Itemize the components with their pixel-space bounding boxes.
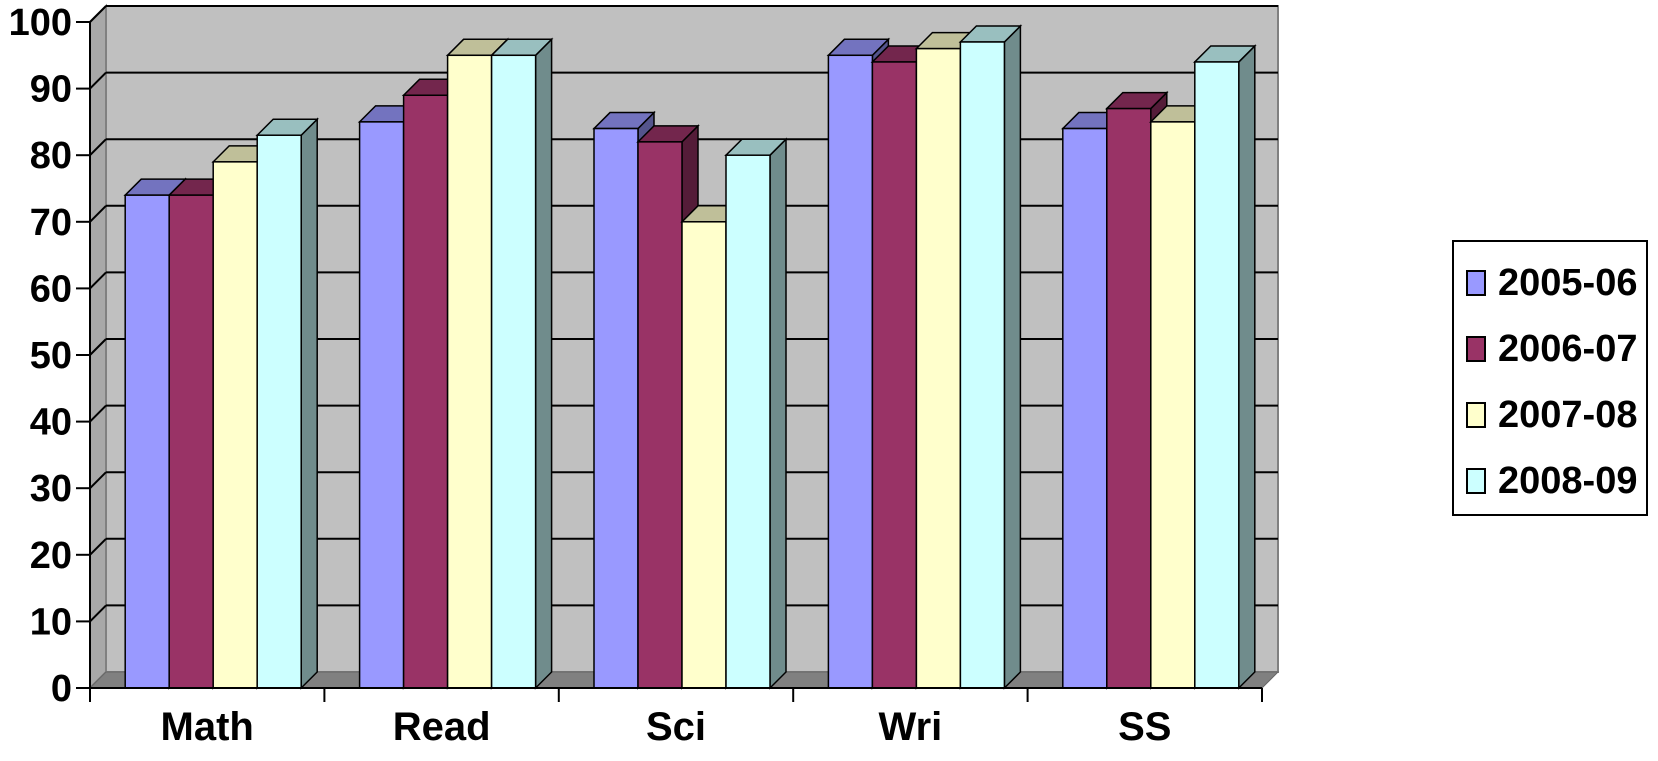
bars [123, 24, 1257, 690]
y-tick-label: 80 [30, 135, 72, 177]
gridline-diagonal [89, 5, 107, 23]
x-tick-label: Sci [646, 705, 706, 749]
bar-front [490, 54, 537, 689]
bar [958, 24, 1023, 690]
legend-label: 2008-09 [1498, 459, 1638, 502]
x-tick-label: Wri [879, 705, 943, 749]
gridline-diagonal [89, 471, 107, 489]
y-tick-label: 40 [30, 402, 72, 444]
bar-front [681, 221, 727, 689]
y-tick-label: 10 [30, 601, 72, 643]
gridline-diagonal [89, 404, 107, 423]
legend-swatch [1466, 402, 1486, 428]
bar-front [593, 127, 639, 689]
bar-front [1062, 127, 1108, 689]
y-tick-label: 20 [30, 535, 72, 577]
bar-front [915, 47, 962, 689]
y-tick-labels: 0 10 20 30 40 50 60 70 80 90 100 [9, 2, 72, 710]
bar-front [637, 141, 683, 689]
bar [1192, 44, 1257, 690]
legend-label: 2005-06 [1498, 261, 1638, 304]
bar-side [300, 117, 318, 690]
bar-front [256, 134, 302, 689]
bar [255, 117, 320, 690]
bar-front [871, 61, 918, 689]
y-tick-label: 60 [30, 268, 72, 310]
legend-swatch [1466, 270, 1486, 296]
bar-front [212, 161, 258, 689]
gridline-diagonal [89, 338, 107, 356]
x-category-labels: Math Read Sci Wri SS [161, 705, 1172, 749]
bar-front [402, 94, 449, 689]
bar-front [827, 54, 874, 689]
bar-side [534, 37, 553, 690]
y-tick-label: 30 [30, 468, 72, 510]
legend-item: 2008-09 [1466, 456, 1637, 506]
legend-swatch [1466, 336, 1486, 362]
gridline-diagonal [89, 138, 107, 156]
y-tick-label: 50 [30, 335, 72, 377]
legend-label: 2007-08 [1498, 393, 1638, 436]
gridline-diagonal [89, 538, 107, 556]
gridline-diagonal [89, 205, 107, 223]
bar-front [1106, 107, 1152, 689]
bar-front [168, 194, 214, 689]
legend-swatch [1466, 468, 1486, 494]
bar-side [769, 137, 787, 690]
bar-front [358, 121, 405, 689]
bar-front [1194, 61, 1240, 689]
bar [724, 137, 788, 690]
x-tick-label: SS [1118, 705, 1171, 749]
bar-side [1003, 24, 1022, 690]
y-tick-label: 90 [30, 69, 72, 111]
x-tick-label: Math [161, 705, 254, 749]
legend-item: 2005-06 [1466, 258, 1637, 308]
x-tick-label: Read [393, 705, 491, 749]
bar-front [1150, 121, 1196, 689]
bar-front [446, 54, 493, 689]
gridline-diagonal [89, 604, 107, 623]
bar-side [1238, 44, 1256, 690]
bar [489, 37, 554, 690]
legend-item: 2007-08 [1466, 390, 1637, 440]
y-tick-label: 100 [9, 2, 72, 44]
gridline-diagonal [89, 71, 107, 90]
y-tick-label: 70 [30, 202, 72, 244]
legend-item: 2006-07 [1466, 324, 1637, 374]
bar-front [124, 194, 170, 689]
bar-front [725, 154, 771, 689]
gridline-diagonal [89, 271, 107, 290]
legend: 2005-06 2006-07 2007-08 2008-09 [1452, 240, 1648, 516]
legend-label: 2006-07 [1498, 327, 1638, 370]
axes [76, 21, 1263, 702]
bar-front [959, 41, 1006, 689]
y-tick-label: 0 [51, 668, 72, 710]
